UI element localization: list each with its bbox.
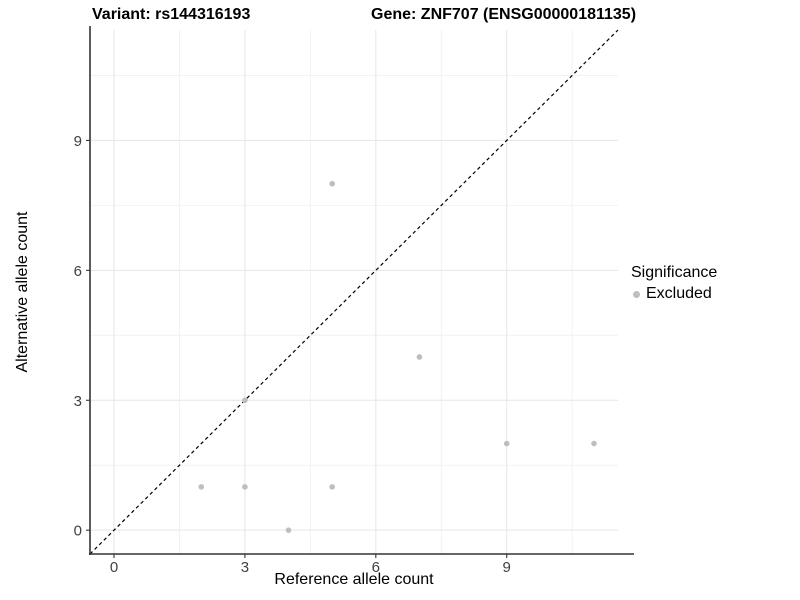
svg-text:3: 3 (241, 559, 249, 576)
svg-text:3: 3 (74, 393, 82, 410)
svg-text:6: 6 (74, 263, 82, 280)
x-axis-label: Reference allele count (274, 571, 434, 588)
svg-text:6: 6 (372, 559, 380, 576)
legend-point-swatch-icon (633, 290, 640, 298)
legend-entry-excluded: Excluded (631, 285, 717, 303)
svg-text:9: 9 (503, 559, 511, 576)
legend-title: Significance (631, 264, 718, 281)
svg-text:0: 0 (110, 559, 118, 576)
plot-title-gene: Gene: ZNF707 (ENSG00000181135) (371, 6, 637, 23)
svg-text:9: 9 (74, 133, 82, 150)
y-axis-label: Alternative allele count (14, 211, 31, 373)
svg-text:0: 0 (74, 523, 82, 540)
plot-title-variant: Variant: rs144316193 (92, 6, 251, 23)
legend-entry-label: Excluded (646, 285, 712, 302)
legend: Significance Excluded (631, 264, 717, 303)
